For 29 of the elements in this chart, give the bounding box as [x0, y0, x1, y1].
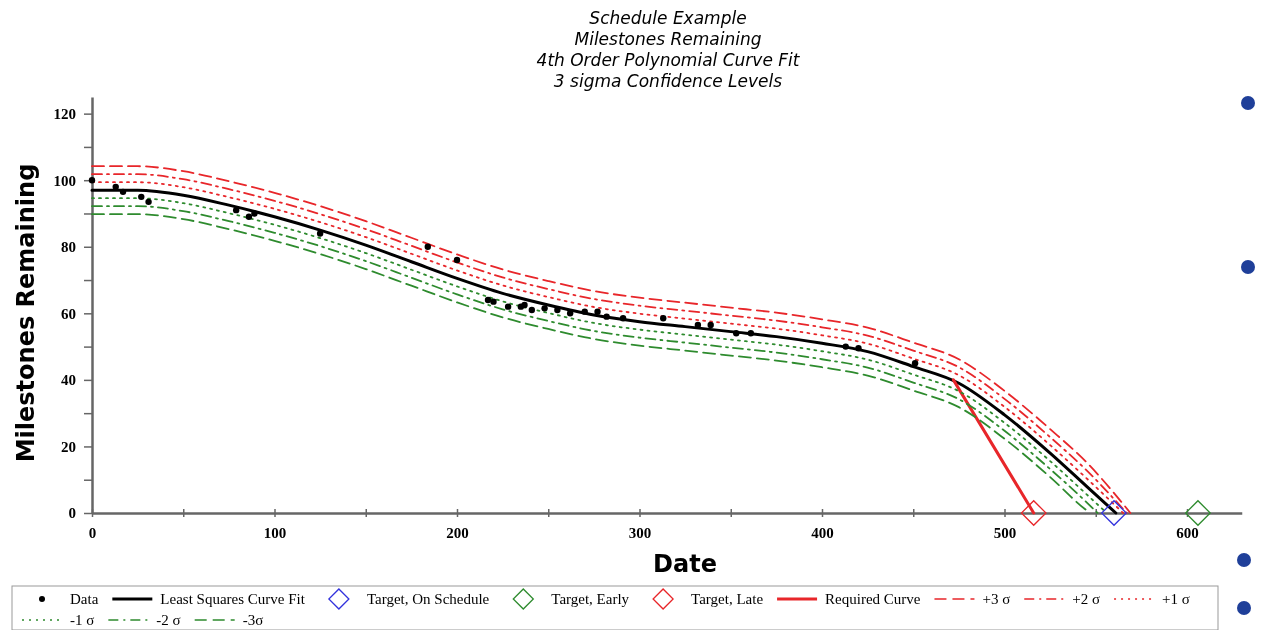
y-tick-label: 0 [68, 505, 76, 522]
x-tick-label: 0 [88, 524, 97, 541]
x-tick-label: 500 [993, 524, 1017, 541]
x-axis-title: Date [653, 550, 717, 578]
y-tick-label: 40 [61, 372, 76, 389]
y-axis-title: Milestones Remaining [12, 163, 40, 463]
legend-label: +2 σ [1072, 591, 1101, 607]
legend-label: Target, Early [551, 591, 630, 607]
y-tick-label: 100 [53, 172, 76, 189]
x-tick-label: 300 [628, 524, 652, 541]
legend-label: Required Curve [825, 591, 921, 607]
y-tick-label: 20 [61, 438, 76, 455]
legend-label: -3σ [242, 612, 264, 628]
y-tick-label: 80 [61, 239, 76, 256]
y-tick-label: 120 [53, 105, 76, 122]
x-tick-label: 100 [263, 524, 287, 541]
x-tick-label: 600 [1176, 524, 1199, 541]
y-tick-label: 60 [61, 305, 76, 322]
legend-label: Least Squares Curve Fit [160, 591, 306, 607]
legend-label: -1 σ [70, 612, 95, 628]
x-tick-label: 400 [811, 524, 834, 541]
legend-label: Data [70, 591, 99, 607]
x-tick-label: 200 [446, 524, 469, 541]
legend-label: -2 σ [156, 612, 181, 628]
chart-title: Schedule Example Milestones Remaining 4th Order Polynomial Curve Fit 3 sigma Confidence Levels [536, 8, 801, 91]
legend-label: +3 σ [982, 591, 1011, 607]
legend-label: Target, On Schedule [366, 591, 490, 607]
legend-label: Target, Late [691, 591, 764, 607]
legend-label: +1 σ [1162, 591, 1190, 607]
